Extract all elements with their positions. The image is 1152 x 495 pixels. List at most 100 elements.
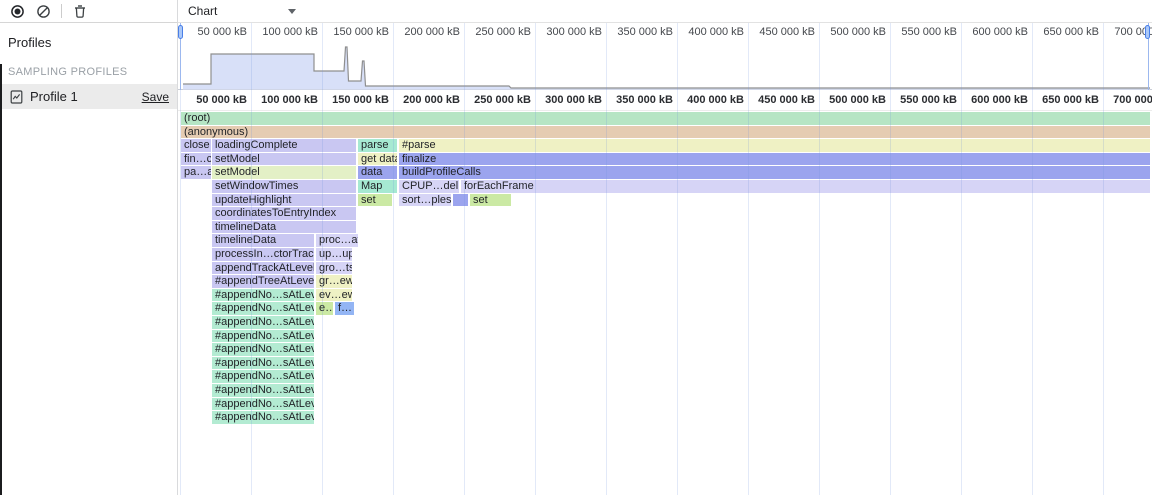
- window-handle-right[interactable]: [1145, 25, 1150, 39]
- flame-segment[interactable]: Map: [358, 180, 397, 193]
- flame-segment[interactable]: CPUP…del: [399, 180, 459, 193]
- clear-all-button[interactable]: [32, 1, 54, 21]
- profile-view-toolbar: Chart: [178, 0, 1152, 23]
- flame-segment[interactable]: fin…ce: [181, 152, 211, 166]
- flame-segment[interactable]: setWindowTimes: [212, 180, 356, 193]
- flame-segment[interactable]: #appendNo…sAtLevel: [212, 397, 314, 411]
- profiles-toolbar: [0, 0, 177, 23]
- flame-segment[interactable]: #appendNo…sAtLevel: [212, 343, 314, 356]
- tick-label: 600 000 kB: [971, 94, 1028, 106]
- chart-view-select[interactable]: Chart: [188, 4, 296, 18]
- flame-segment[interactable]: (anonymous): [181, 125, 1150, 139]
- flame-segment[interactable]: f…: [335, 302, 354, 315]
- tick-label: 250 000 kB: [475, 26, 531, 38]
- tick-label: 400 000 kB: [688, 26, 744, 38]
- flame-segment[interactable]: setModel: [212, 166, 356, 179]
- tick-label: 500 000 kB: [830, 26, 886, 38]
- record-button[interactable]: [6, 1, 28, 21]
- tick-label: 700 000 kB: [1113, 94, 1152, 106]
- flame-segment[interactable]: #appendNo…sAtLevel: [212, 370, 314, 383]
- tick-label: 150 000 kB: [332, 94, 389, 106]
- tick-label: 450 000 kB: [759, 26, 815, 38]
- tick-label: 200 000 kB: [404, 26, 460, 38]
- flame-segment[interactable]: #parse: [399, 139, 1150, 152]
- flame-segment[interactable]: updateHighlight: [212, 193, 356, 207]
- tick-label: 300 000 kB: [545, 94, 602, 106]
- tick-label: 550 000 kB: [900, 94, 957, 106]
- flame-segment[interactable]: get data: [358, 152, 397, 166]
- window-right-line: [1148, 23, 1149, 90]
- toolbar-separator: [61, 4, 62, 18]
- memory-usage-curve: [183, 46, 1150, 90]
- tick-label: 100 000 kB: [261, 94, 318, 106]
- profile-view: Chart 50 000 kB 100 000 kB 150 000 kB 200 0…: [178, 0, 1152, 495]
- flame-segment[interactable]: #appendNo…sAtLevel: [212, 411, 314, 424]
- tick-label: 500 000 kB: [829, 94, 886, 106]
- memory-overview[interactable]: 50 000 kB 100 000 kB 150 000 kB 200 000 kB 2…: [178, 23, 1152, 90]
- tick-label: 100 000 kB: [262, 26, 318, 38]
- flame-segment[interactable]: sort…ples: [399, 193, 451, 207]
- flame-segment[interactable]: processIn…ctorTrace: [212, 248, 314, 261]
- size-ruler: 50 000 kB 100 000 kB 150 000 kB 200 000 kB 2…: [178, 91, 1152, 111]
- tick-label: 650 000 kB: [1043, 26, 1099, 38]
- chart-view-select-value: Chart: [188, 4, 218, 18]
- flame-segment[interactable]: close: [181, 139, 211, 152]
- delete-profile-button[interactable]: [69, 1, 91, 21]
- flame-segment[interactable]: set: [470, 193, 511, 207]
- profiles-sidebar: Profiles SAMPLING PROFILES Profile 1 Sav…: [0, 0, 178, 495]
- flame-segment[interactable]: #appendTreeAtLevel: [212, 275, 314, 288]
- flame-segment[interactable]: set: [358, 193, 392, 207]
- chevron-down-icon: [288, 8, 296, 14]
- tick-label: 300 000 kB: [546, 26, 602, 38]
- flame-segment[interactable]: proc…ata: [316, 234, 358, 247]
- tick-label: 200 000 kB: [403, 94, 460, 106]
- flame-segment[interactable]: #appendNo…sAtLevel: [212, 288, 314, 302]
- tick-label: 600 000 kB: [972, 26, 1028, 38]
- tick-label: 350 000 kB: [616, 94, 673, 106]
- flame-segment[interactable]: #appendNo…sAtLevel: [212, 329, 314, 343]
- tick-label: 700 000 kB: [1114, 26, 1152, 38]
- flame-segment[interactable]: gro…ts: [316, 261, 352, 275]
- flame-segment[interactable]: setModel: [212, 152, 356, 166]
- tick-label: 250 000 kB: [474, 94, 531, 106]
- flame-chart[interactable]: (root) (anonymous) close loadingComplete par…: [178, 112, 1152, 495]
- flame-segment[interactable]: #appendNo…sAtLevel: [212, 302, 314, 315]
- flame-segment[interactable]: up…up: [316, 248, 352, 261]
- flame-segment[interactable]: loadingComplete: [212, 139, 356, 152]
- sidebar-item-profile-1[interactable]: Profile 1 Save: [0, 84, 177, 109]
- tick-label: 50 000 kB: [196, 94, 247, 106]
- tick-label: 550 000 kB: [901, 26, 957, 38]
- flame-segment[interactable]: parse: [358, 139, 397, 152]
- profile-name: Profile 1: [30, 89, 78, 104]
- tick-label: 350 000 kB: [617, 26, 673, 38]
- sampling-profiles-section-label: SAMPLING PROFILES: [8, 66, 128, 78]
- flame-segment[interactable]: #appendNo…sAtLevel: [212, 316, 314, 329]
- flame-segment[interactable]: #appendNo…sAtLevel: [212, 384, 314, 397]
- flame-segment[interactable]: forEachFrame: [461, 180, 1150, 193]
- flame-segment[interactable]: appendTrackAtLevel: [212, 261, 314, 275]
- flame-segment[interactable]: timelineData: [212, 220, 356, 234]
- tick-label: 400 000 kB: [687, 94, 744, 106]
- delete-icon: [75, 4, 85, 18]
- clear-icon: [36, 4, 50, 18]
- flame-segment[interactable]: timelineData: [212, 234, 314, 247]
- flame-segment[interactable]: data: [358, 166, 397, 179]
- flame-segment[interactable]: (root): [181, 112, 1150, 125]
- flame-segment[interactable]: buildProfileCalls: [399, 166, 1150, 179]
- tick-label: 50 000 kB: [197, 26, 247, 38]
- flame-segment[interactable]: [453, 193, 468, 207]
- flame-segment[interactable]: gr…ew: [316, 275, 352, 288]
- window-left-edge: [0, 64, 2, 495]
- flame-segment[interactable]: ev…ew: [316, 288, 352, 302]
- tick-label: 150 000 kB: [333, 26, 389, 38]
- flame-segment[interactable]: pa…at: [181, 166, 211, 179]
- window-handle-left[interactable]: [178, 25, 183, 39]
- profile-document-icon: [10, 89, 23, 104]
- save-link[interactable]: Save: [141, 89, 169, 104]
- flame-segment[interactable]: coordinatesToEntryIndex: [212, 207, 356, 220]
- flame-segment[interactable]: #appendNo…sAtLevel: [212, 356, 314, 370]
- flame-segment[interactable]: e…: [316, 302, 333, 315]
- tick-label: 450 000 kB: [758, 94, 815, 106]
- flame-segment[interactable]: finalize: [399, 152, 1150, 166]
